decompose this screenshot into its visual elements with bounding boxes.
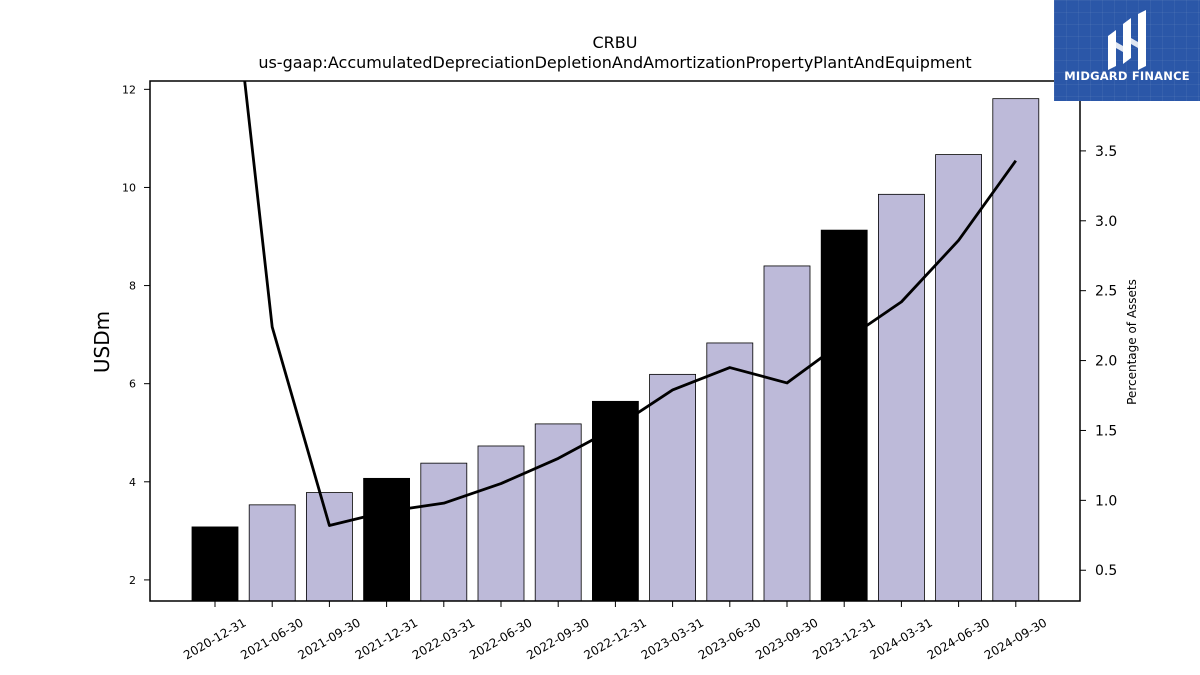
y-tick-label: 10: [122, 181, 136, 194]
x-tick-label: 2023-12-31: [810, 615, 877, 662]
bar: [649, 373, 696, 602]
y2-tick-label: 1.0: [1095, 493, 1117, 509]
y2-tick-label: 2.0: [1095, 354, 1117, 370]
y2-tick-label: 0.5: [1095, 563, 1117, 579]
x-tick-label: 2023-06-30: [696, 615, 763, 662]
x-tick-label: 2021-06-30: [238, 615, 305, 662]
x-tick-label: 2024-06-30: [925, 615, 992, 662]
x-tick-label: 2022-03-31: [410, 615, 477, 662]
x-tick-label: 2024-03-31: [867, 615, 934, 662]
bar: [534, 423, 582, 602]
x-tick-label: 2023-09-30: [753, 615, 820, 662]
bar: [763, 265, 811, 602]
line-series: [243, 81, 1017, 527]
bar: [420, 462, 468, 602]
midgard-logo-icon: [1108, 10, 1146, 70]
series-line: [243, 81, 1017, 527]
bar: [592, 400, 639, 602]
x-tick-label: 2022-06-30: [467, 615, 534, 662]
chart-subtitle: us-gaap:AccumulatedDepreciationDepletion…: [258, 53, 971, 72]
bar: [363, 477, 411, 602]
x-tick-label: 2022-12-31: [581, 615, 648, 662]
bar: [248, 504, 296, 602]
y2-tick-label: 1.5: [1095, 423, 1117, 439]
y2-tick-label: 3.5: [1095, 144, 1117, 160]
x-tick-label: 2022-09-30: [524, 615, 591, 662]
y2-tick-label: 3.0: [1095, 214, 1117, 230]
y-tick-label: 8: [129, 280, 136, 293]
bar: [305, 492, 353, 602]
bar: [706, 342, 754, 602]
y2-tick-label: 2.5: [1095, 284, 1117, 300]
logo-text: MIDGARD FINANCE: [1064, 69, 1190, 83]
x-tick-label: 2024-09-30: [982, 615, 1049, 662]
bar-series: [191, 98, 1040, 602]
midgard-finance-logo: MIDGARD FINANCE: [1054, 0, 1200, 101]
bar: [477, 445, 525, 602]
y-axis-label: USDm: [90, 311, 114, 373]
bar: [992, 98, 1040, 602]
y2-axis-label: Percentage of Assets: [1125, 279, 1139, 405]
bar: [878, 193, 925, 602]
y-axis: 2 4 6 8 10 12: [122, 83, 150, 587]
x-tick-label: 2021-12-31: [353, 615, 420, 662]
y-tick-label: 6: [129, 378, 136, 391]
y-tick-label: 4: [129, 476, 136, 489]
bar: [820, 229, 868, 602]
x-tick-label: 2021-09-30: [295, 615, 362, 662]
x-axis: 2020-12-312021-06-302021-09-302021-12-31…: [181, 601, 1049, 662]
bar: [191, 526, 239, 602]
bar: [935, 154, 982, 602]
y2-axis: 0.5 1.0 1.5 2.0 2.5 3.0 3.5: [1080, 144, 1117, 579]
x-tick-label: 2023-03-31: [639, 615, 706, 662]
y-tick-label: 2: [129, 574, 136, 587]
x-tick-label: 2020-12-31: [181, 615, 248, 662]
y-tick-label: 12: [122, 83, 136, 96]
chart-title: CRBU: [593, 33, 638, 52]
